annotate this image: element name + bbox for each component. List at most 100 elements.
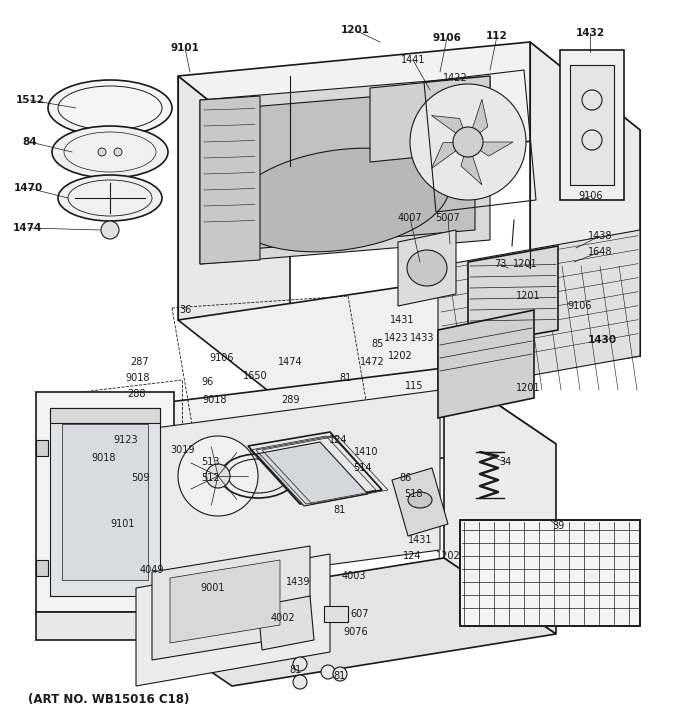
- Text: 124: 124: [403, 551, 421, 561]
- Text: 1201: 1201: [341, 25, 369, 35]
- Polygon shape: [50, 408, 160, 596]
- Polygon shape: [370, 76, 490, 162]
- Polygon shape: [438, 310, 534, 418]
- Text: 96: 96: [202, 377, 214, 387]
- Text: 1432: 1432: [575, 28, 605, 38]
- Text: 288: 288: [128, 389, 146, 399]
- Polygon shape: [398, 230, 456, 306]
- Ellipse shape: [206, 464, 230, 488]
- Polygon shape: [152, 546, 310, 660]
- Ellipse shape: [178, 436, 258, 516]
- Text: 3019: 3019: [171, 445, 195, 455]
- Text: 1433: 1433: [410, 333, 435, 343]
- Text: 81: 81: [289, 665, 301, 675]
- Polygon shape: [438, 230, 640, 392]
- Text: 513: 513: [201, 457, 219, 467]
- Text: 1201: 1201: [513, 259, 537, 269]
- Text: 1470: 1470: [14, 183, 43, 193]
- Ellipse shape: [293, 657, 307, 671]
- Text: 4049: 4049: [140, 565, 165, 575]
- Text: 4007: 4007: [398, 213, 422, 223]
- Text: 84: 84: [22, 137, 37, 147]
- Text: 73: 73: [494, 259, 506, 269]
- Polygon shape: [468, 142, 513, 156]
- Polygon shape: [36, 392, 174, 612]
- Text: 34: 34: [499, 457, 511, 467]
- Text: 5007: 5007: [436, 213, 460, 223]
- Text: 9106: 9106: [432, 33, 462, 43]
- Text: 9018: 9018: [203, 395, 227, 405]
- Text: 81: 81: [334, 505, 346, 515]
- Text: 1201: 1201: [515, 291, 541, 301]
- Polygon shape: [444, 368, 556, 634]
- Polygon shape: [178, 42, 640, 166]
- Text: 9101: 9101: [111, 519, 135, 529]
- Polygon shape: [215, 88, 475, 252]
- Text: 112: 112: [486, 31, 508, 41]
- Text: 9001: 9001: [201, 583, 225, 593]
- Polygon shape: [432, 116, 468, 142]
- Text: 1202: 1202: [436, 551, 460, 561]
- Text: 39: 39: [552, 521, 564, 531]
- Text: 9101: 9101: [171, 43, 199, 53]
- Polygon shape: [256, 442, 368, 506]
- Polygon shape: [460, 520, 640, 626]
- Ellipse shape: [453, 127, 483, 157]
- Text: 518: 518: [404, 489, 422, 499]
- Ellipse shape: [321, 665, 335, 679]
- Text: 115: 115: [405, 381, 423, 391]
- Text: 1410: 1410: [354, 447, 378, 457]
- Text: 1201: 1201: [515, 383, 541, 393]
- Ellipse shape: [48, 80, 172, 136]
- Bar: [50, 408, 160, 423]
- Text: 289: 289: [281, 395, 299, 405]
- Text: 9018: 9018: [92, 453, 116, 463]
- Text: 124: 124: [328, 435, 347, 445]
- Text: 607: 607: [351, 609, 369, 619]
- Ellipse shape: [333, 667, 347, 681]
- Bar: [36, 440, 48, 456]
- Text: 1474: 1474: [14, 223, 43, 233]
- Text: 4002: 4002: [271, 613, 295, 623]
- Text: 9106: 9106: [579, 191, 603, 201]
- Polygon shape: [178, 76, 290, 356]
- Ellipse shape: [293, 675, 307, 689]
- Text: 1431: 1431: [408, 535, 432, 545]
- Text: 81: 81: [334, 671, 346, 681]
- Text: 1430: 1430: [588, 335, 617, 345]
- Text: 1512: 1512: [16, 95, 44, 105]
- Polygon shape: [136, 554, 330, 686]
- Text: 1648: 1648: [588, 247, 612, 257]
- Text: 1423: 1423: [384, 333, 408, 343]
- Text: 1431: 1431: [390, 315, 414, 325]
- Text: 512: 512: [201, 473, 220, 483]
- Polygon shape: [392, 468, 448, 536]
- Polygon shape: [530, 42, 640, 356]
- Ellipse shape: [408, 492, 432, 508]
- Ellipse shape: [407, 250, 447, 286]
- Polygon shape: [200, 76, 490, 264]
- Text: 9106: 9106: [568, 301, 592, 311]
- Text: (ART NO. WB15016 C18): (ART NO. WB15016 C18): [28, 694, 189, 707]
- Polygon shape: [120, 558, 556, 686]
- Polygon shape: [461, 142, 482, 185]
- Polygon shape: [62, 424, 148, 580]
- Ellipse shape: [114, 148, 122, 156]
- Text: 1422: 1422: [443, 73, 467, 83]
- Polygon shape: [170, 560, 280, 643]
- Text: 1439: 1439: [286, 577, 310, 587]
- Ellipse shape: [52, 126, 168, 178]
- Ellipse shape: [101, 221, 119, 239]
- Polygon shape: [432, 142, 468, 169]
- Polygon shape: [178, 268, 640, 408]
- Text: 9076: 9076: [343, 627, 369, 637]
- Ellipse shape: [410, 84, 526, 200]
- Text: 86: 86: [399, 473, 411, 483]
- Text: 1472: 1472: [360, 357, 384, 367]
- Text: 9106: 9106: [209, 353, 234, 363]
- Text: 509: 509: [131, 473, 149, 483]
- Text: 1474: 1474: [277, 357, 303, 367]
- Text: 4003: 4003: [342, 571, 367, 581]
- Polygon shape: [120, 408, 232, 670]
- Polygon shape: [120, 368, 556, 484]
